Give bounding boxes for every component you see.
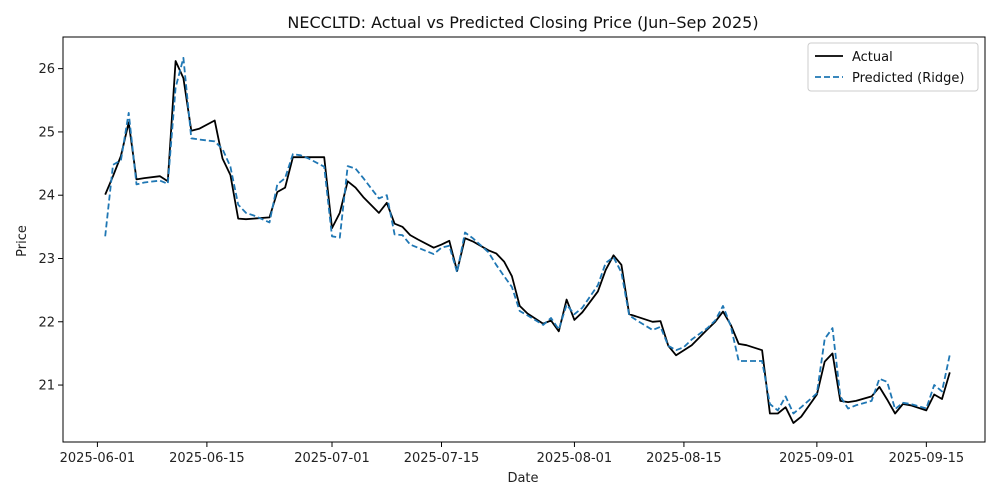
y-tick-label-0: 21 (38, 379, 55, 394)
legend-box (807, 42, 979, 92)
axes-frame (62, 36, 986, 443)
y-tick-label-2: 23 (38, 252, 55, 267)
x-tick-label-7: 2025-09-15 (889, 451, 965, 466)
y-tick-label-1: 22 (38, 315, 55, 330)
plot-area: 2025-06-01 2025-06-15 2025-07-01 2025-07-15… (38, 36, 986, 466)
y-tick-label-3: 24 (38, 189, 55, 204)
legend-predicted-label: Predicted (Ridge) (852, 71, 964, 86)
series-predicted-line (104, 57, 951, 415)
legend: Actual Predicted (Ridge) (807, 42, 979, 92)
x-axis-label: Date (507, 471, 538, 486)
y-tick-label-4: 25 (38, 125, 55, 140)
x-tick-label-5: 2025-08-15 (646, 451, 722, 466)
y-tick-label-5: 26 (38, 62, 55, 77)
y-axis-label: Price (15, 225, 30, 257)
chart-title: NECCLTD: Actual vs Predicted Closing Pri… (287, 13, 758, 32)
legend-actual-label: Actual (852, 50, 893, 65)
series-actual-line (104, 60, 951, 424)
x-tick-label-2: 2025-07-01 (294, 451, 370, 466)
x-tick-label-0: 2025-06-01 (60, 451, 136, 466)
x-tick-label-1: 2025-06-15 (169, 451, 245, 466)
x-tick-label-3: 2025-07-15 (404, 451, 480, 466)
x-tick-label-4: 2025-08-01 (537, 451, 613, 466)
x-tick-label-6: 2025-09-01 (779, 451, 855, 466)
